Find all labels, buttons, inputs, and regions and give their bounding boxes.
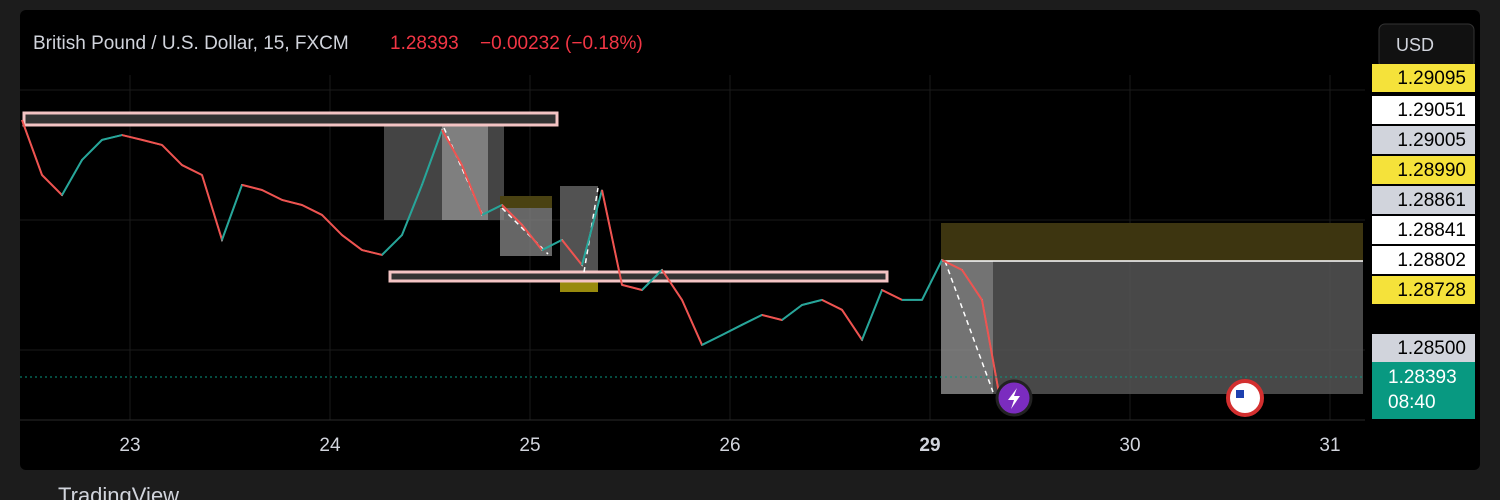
date-axis: 23 24 25 26 29 30 31 bbox=[119, 435, 1340, 456]
candle-segment bbox=[941, 259, 963, 271]
drawing-box bbox=[993, 261, 1363, 394]
candle-segment bbox=[301, 204, 323, 216]
candle-segment bbox=[321, 214, 343, 236]
date-label: 25 bbox=[519, 435, 540, 456]
candle-segment bbox=[221, 184, 243, 241]
candle-segment bbox=[441, 129, 463, 166]
price-label-box bbox=[1372, 216, 1475, 244]
price-label: 1.29051 bbox=[1397, 100, 1466, 121]
candle-segment bbox=[781, 304, 803, 321]
price-label: 1.28802 bbox=[1397, 250, 1466, 271]
candle-segment bbox=[721, 323, 743, 336]
price-label: 1.28500 bbox=[1397, 338, 1466, 359]
date-label: 29 bbox=[919, 435, 940, 456]
candle-segment bbox=[741, 314, 763, 326]
price-label: 1.28861 bbox=[1397, 190, 1466, 211]
change: −0.00232 (−0.18%) bbox=[480, 33, 643, 54]
price-labels: 1.29095 1.29051 1.29005 1.28990 1.28861 1.288… bbox=[1372, 64, 1475, 362]
candle-segment bbox=[801, 298, 823, 306]
candle-segment bbox=[361, 249, 383, 256]
candle-segment bbox=[541, 238, 563, 251]
last-price-box bbox=[1372, 362, 1475, 419]
candle-segment bbox=[161, 144, 183, 166]
candle-segment bbox=[841, 309, 863, 341]
price-label-box bbox=[1372, 276, 1475, 304]
candle-segment bbox=[61, 159, 83, 196]
candle-segment bbox=[701, 334, 723, 346]
drawing-box bbox=[941, 223, 1363, 261]
candle-segment bbox=[821, 299, 843, 311]
candle-segment bbox=[81, 139, 103, 161]
date-label: 24 bbox=[319, 435, 341, 456]
price-label-box bbox=[1372, 186, 1475, 214]
candle-segment bbox=[461, 164, 483, 216]
zone-box bbox=[22, 111, 559, 127]
candle-segment bbox=[601, 189, 623, 286]
candle-segment bbox=[341, 234, 363, 251]
dashed-line bbox=[501, 207, 549, 255]
candle-segment bbox=[881, 289, 903, 301]
drawing-box bbox=[941, 261, 993, 394]
candle-segment bbox=[381, 234, 403, 256]
candle-segment bbox=[181, 164, 203, 176]
price-label-box bbox=[1372, 156, 1475, 184]
drawing-box bbox=[500, 196, 552, 208]
price-label: 1.28728 bbox=[1397, 280, 1466, 301]
candle-segment bbox=[501, 204, 523, 226]
currency: USD bbox=[1396, 35, 1434, 55]
candle-segment bbox=[921, 259, 943, 301]
candle-segment bbox=[661, 269, 683, 301]
price-label-box bbox=[1372, 334, 1475, 362]
date-label: 26 bbox=[719, 435, 740, 456]
price-series bbox=[21, 119, 1003, 410]
drawing-box bbox=[500, 208, 552, 256]
candle-segment bbox=[561, 239, 583, 266]
candle-segment bbox=[281, 198, 303, 206]
date-label: 30 bbox=[1119, 435, 1140, 456]
candle-segment bbox=[401, 184, 423, 236]
date-label: 31 bbox=[1319, 435, 1340, 456]
price-label: 1.28841 bbox=[1397, 220, 1466, 241]
candle-segment bbox=[641, 269, 663, 291]
last-price: 1.28393 bbox=[1388, 367, 1457, 388]
candle-segment bbox=[101, 134, 123, 141]
candle-segment bbox=[481, 204, 503, 216]
candle-segment bbox=[201, 174, 223, 241]
countdown: 08:40 bbox=[1388, 392, 1436, 413]
price-label: 1.28990 bbox=[1397, 160, 1466, 181]
flag-icon bbox=[1236, 390, 1244, 398]
candle-segment bbox=[41, 174, 63, 196]
candle-segment bbox=[581, 189, 603, 266]
candle-segment bbox=[121, 134, 143, 141]
candle-segment bbox=[521, 224, 543, 251]
zone-box bbox=[388, 270, 889, 283]
bolt-icon bbox=[1008, 388, 1020, 409]
symbol: British Pound / U.S. Dollar, 15, FXCM bbox=[33, 33, 349, 54]
footer: TradingView bbox=[58, 483, 179, 500]
price-label-box bbox=[1372, 64, 1475, 92]
candle-segment bbox=[861, 289, 883, 341]
candle-segment bbox=[21, 119, 43, 176]
candle-segment bbox=[141, 138, 163, 146]
candle-segment bbox=[761, 313, 783, 321]
candle-segment bbox=[241, 183, 263, 191]
date-label: 23 bbox=[119, 435, 140, 456]
price-label: 1.29005 bbox=[1397, 130, 1466, 151]
price-label-box bbox=[1372, 96, 1475, 124]
price-label: 1.29095 bbox=[1397, 68, 1466, 89]
candle-segment bbox=[621, 283, 643, 291]
price-label-box bbox=[1372, 126, 1475, 154]
candle-segment bbox=[261, 189, 283, 201]
price-label-box bbox=[1372, 246, 1475, 274]
candle-segment bbox=[681, 299, 703, 346]
price: 1.28393 bbox=[390, 33, 459, 54]
us-event-icon[interactable] bbox=[1226, 379, 1264, 417]
candle-segment bbox=[961, 269, 983, 301]
candle-segment bbox=[421, 129, 443, 186]
